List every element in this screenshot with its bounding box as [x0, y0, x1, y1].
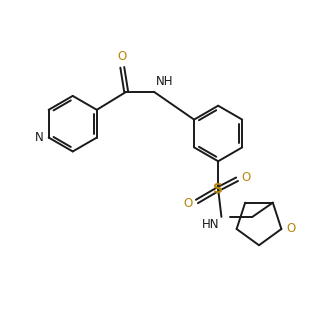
Text: O: O: [118, 50, 127, 64]
Text: N: N: [35, 131, 44, 144]
Text: O: O: [184, 197, 193, 210]
Text: NH: NH: [156, 75, 173, 88]
Text: HN: HN: [202, 218, 220, 231]
Text: O: O: [286, 222, 295, 235]
Text: S: S: [213, 182, 223, 196]
Text: O: O: [241, 171, 250, 184]
